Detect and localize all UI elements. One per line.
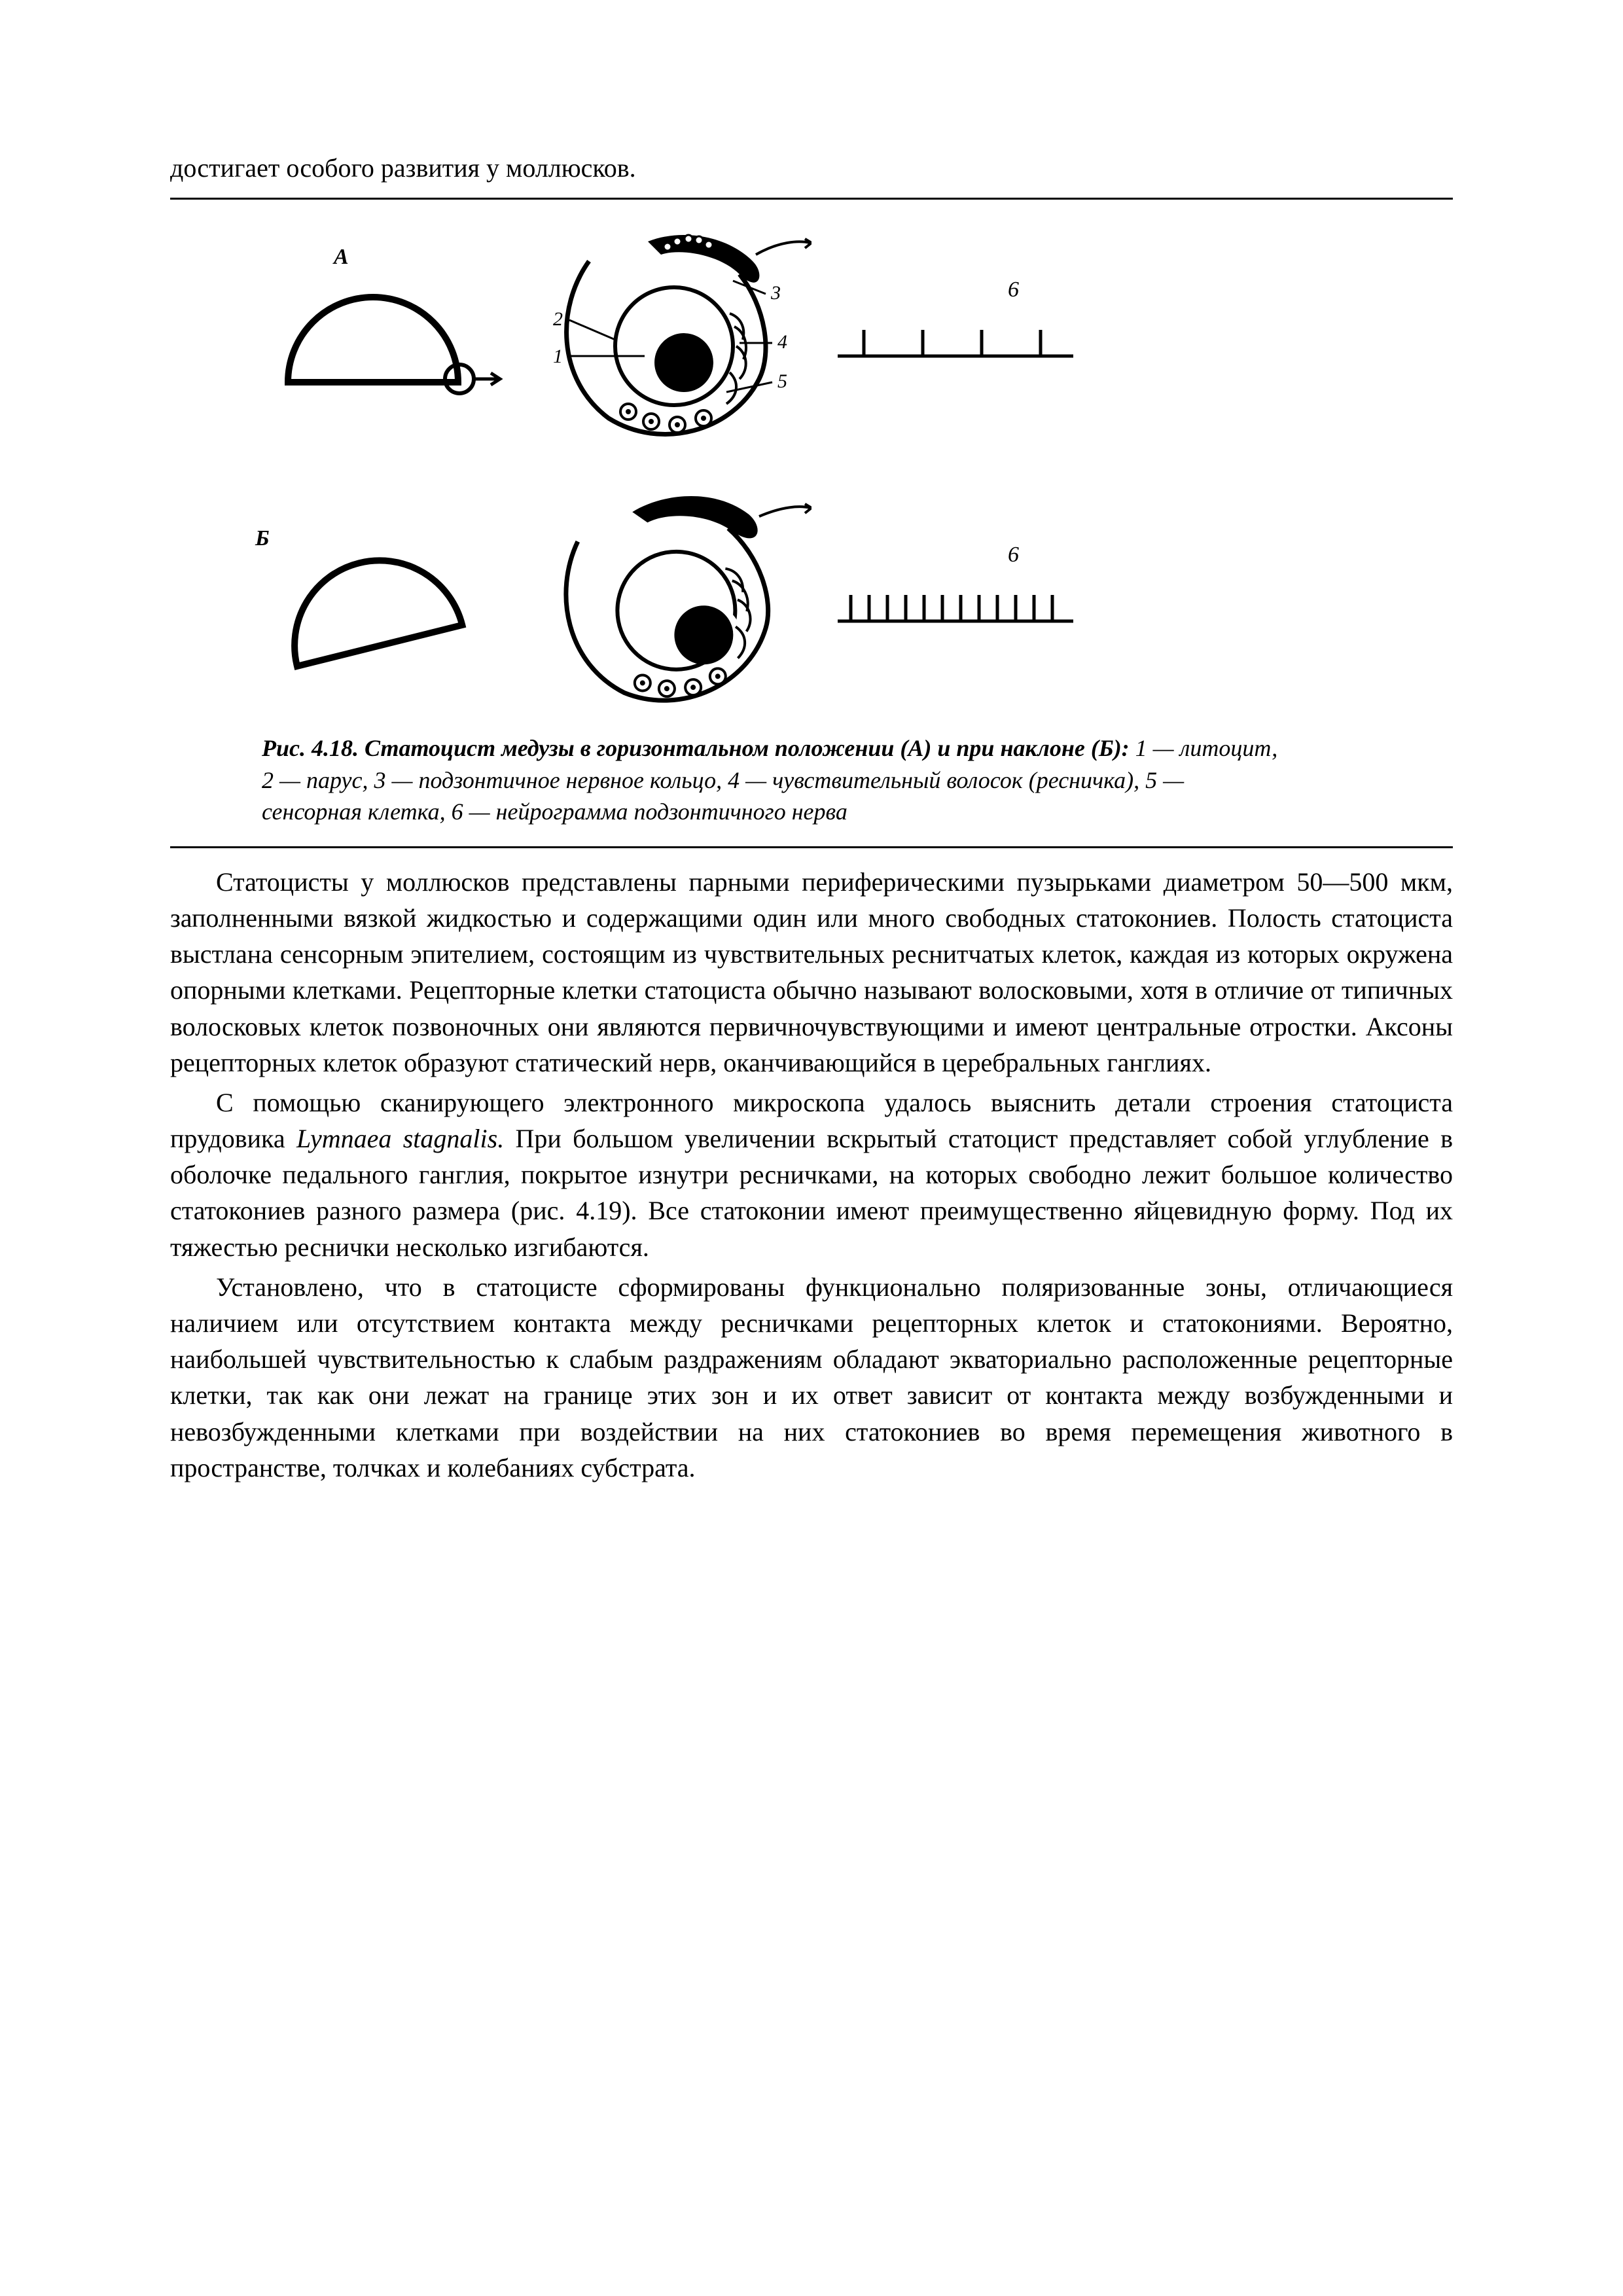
- figlabel-4: 4: [777, 331, 787, 353]
- panel-b-label: Б: [255, 526, 270, 551]
- figlabel-2: 2: [553, 308, 563, 330]
- statocyst-b-svg: [530, 480, 812, 716]
- figure-caption: Рис. 4.18. Статоцист медузы в горизонтал…: [262, 732, 1283, 828]
- caption-bold: Рис. 4.18. Статоцист медузы в горизонтал…: [262, 735, 1130, 761]
- figure-row-a: А: [262, 215, 1283, 454]
- para-1: Статоцисты у моллюсков представлены парн…: [170, 864, 1453, 1081]
- lead-line: достигает особого развития у моллюсков.: [170, 151, 1453, 186]
- dome-b: Б: [262, 520, 504, 680]
- dome-b-svg: [262, 520, 504, 677]
- dome-a-svg: [262, 258, 504, 408]
- statocyst-a-svg: 2 1 3 4 5: [530, 215, 812, 451]
- figure-row-b: Б: [262, 480, 1283, 719]
- figlabel-1: 1: [553, 346, 563, 367]
- statocyst-a: 2 1 3 4 5: [530, 215, 812, 454]
- bottom-rule: [170, 846, 1453, 848]
- figure-4-18: А: [262, 215, 1283, 828]
- neurogram-a-label: 6: [1008, 278, 1019, 302]
- figlabel-5: 5: [777, 370, 787, 392]
- para-2: С помощью сканирующего электронного микр…: [170, 1085, 1453, 1265]
- dome-a: А: [262, 258, 504, 412]
- neurogram-b-label: 6: [1008, 543, 1019, 567]
- figlabel-3: 3: [770, 282, 781, 304]
- para-3: Установлено, что в статоцисте сформирова…: [170, 1269, 1453, 1486]
- neurogram-a: 6: [838, 297, 1073, 372]
- statocyst-b: [530, 480, 812, 719]
- page: достигает особого развития у моллюсков. …: [0, 0, 1623, 1486]
- neurogram-a-svg: [838, 297, 1073, 369]
- top-rule: [170, 198, 1453, 200]
- panel-a-label: А: [334, 245, 349, 270]
- neurogram-b: 6: [838, 562, 1073, 637]
- neurogram-b-svg: [838, 562, 1073, 634]
